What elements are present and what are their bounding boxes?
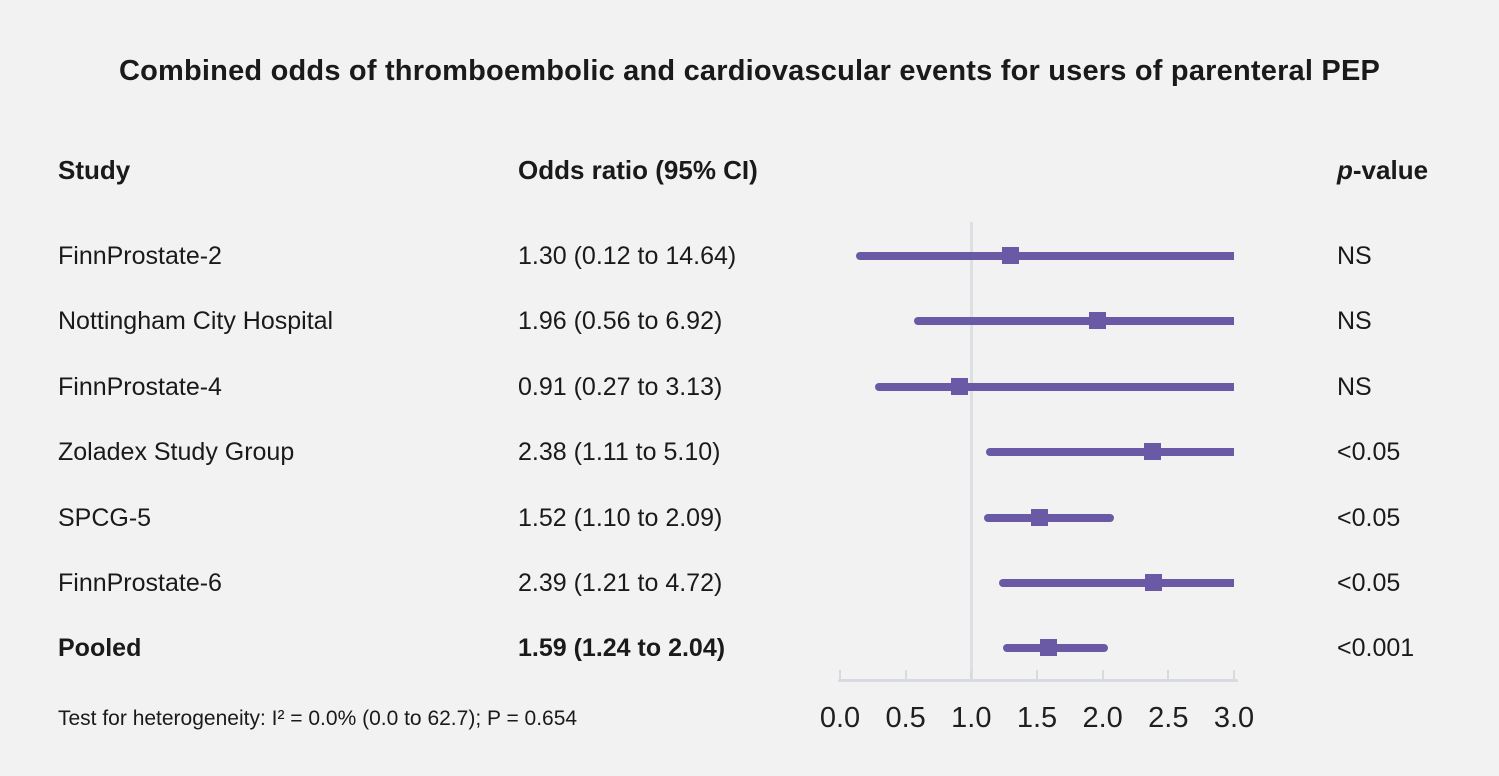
x-axis-tick-label: 3.0 <box>1213 702 1255 734</box>
reference-line-x1 <box>969 222 973 681</box>
p-value-header-italic-p: p <box>1337 155 1353 185</box>
x-axis-tick-label: 1.5 <box>1016 702 1058 734</box>
odds-ratio-value: 1.96 (0.56 to 6.92) <box>518 307 723 336</box>
confidence-interval-line <box>855 252 1234 260</box>
study-name: FinnProstate-6 <box>58 569 222 597</box>
x-axis-tick <box>970 670 973 679</box>
p-value: NS <box>1337 307 1372 336</box>
heterogeneity-note: Test for heterogeneity: I² = 0.0% (0.0 t… <box>58 707 578 730</box>
x-axis-tick <box>1035 670 1038 679</box>
p-value-header-rest: -value <box>1352 155 1429 185</box>
confidence-interval-line <box>985 448 1234 457</box>
x-axis-tick-label: 1.0 <box>951 702 992 734</box>
odds-ratio-marker <box>1040 639 1058 657</box>
x-axis-tick <box>1167 670 1170 679</box>
p-value: <0.001 <box>1337 634 1415 663</box>
confidence-interval-line <box>998 579 1234 587</box>
study-name: FinnProstate-4 <box>58 372 222 401</box>
odds-ratio-value: 0.91 (0.27 to 3.13) <box>518 372 723 401</box>
odds-ratio-marker <box>1002 247 1020 264</box>
odds-ratio-value: 1.30 (0.12 to 14.64) <box>518 242 737 270</box>
odds-ratio-value: 1.52 (1.10 to 2.09) <box>518 503 723 532</box>
p-value: NS <box>1337 242 1372 270</box>
column-header-study: Study <box>58 155 131 185</box>
x-axis-tick-label: 2.5 <box>1148 702 1189 734</box>
odds-ratio-marker <box>1145 574 1163 591</box>
x-axis-tick-label: 0.5 <box>885 702 926 734</box>
odds-ratio-marker <box>1031 508 1049 526</box>
x-axis-tick-label: 2.0 <box>1082 702 1123 734</box>
confidence-interval-line <box>913 317 1234 326</box>
column-header-odds-ratio: Odds ratio (95% CI) <box>518 155 758 185</box>
x-axis-tick <box>1101 670 1104 679</box>
x-axis-tick <box>839 670 841 679</box>
odds-ratio-value: 2.38 (1.11 to 5.10) <box>518 438 721 467</box>
odds-ratio-marker <box>951 377 968 395</box>
p-value: <0.05 <box>1337 503 1401 532</box>
odds-ratio-value: 1.59 (1.24 to 2.04) <box>518 634 726 663</box>
study-name: SPCG-5 <box>58 503 152 532</box>
x-axis-line <box>838 679 1238 682</box>
column-header-p-value: p-value <box>1337 154 1428 186</box>
p-value: <0.05 <box>1337 438 1401 467</box>
study-name: Zoladex Study Group <box>58 438 295 467</box>
p-value: <0.05 <box>1337 569 1401 597</box>
x-axis-tick <box>904 670 907 679</box>
p-value: NS <box>1337 372 1372 401</box>
odds-ratio-marker <box>1144 443 1162 461</box>
odds-ratio-marker <box>1088 312 1106 330</box>
study-name: Nottingham City Hospital <box>58 307 334 336</box>
confidence-interval-line <box>875 382 1234 391</box>
x-axis-tick-label: 0.0 <box>819 702 861 734</box>
chart-title: Combined odds of thromboembolic and card… <box>118 55 1381 87</box>
odds-ratio-value: 2.39 (1.21 to 4.72) <box>518 569 723 597</box>
study-name: FinnProstate-2 <box>58 242 222 270</box>
x-axis-tick <box>1232 670 1235 679</box>
confidence-interval-line <box>984 513 1115 522</box>
study-name: Pooled <box>58 634 142 663</box>
